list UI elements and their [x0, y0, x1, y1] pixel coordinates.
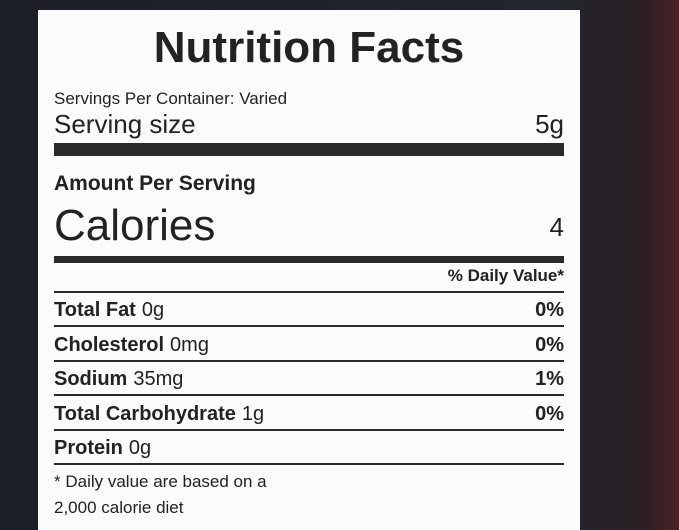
serving-size-label: Serving size — [54, 109, 196, 139]
nutrient-amount: 0g — [128, 437, 152, 459]
nutrient-percent: 0% — [535, 402, 564, 425]
row-rule — [54, 359, 564, 362]
row-rule — [54, 463, 564, 465]
thick-rule — [54, 143, 564, 156]
servings-per-container: Servings Per Container: Varied — [54, 89, 288, 108]
nutrient-name: Total Carbohydrate — [54, 402, 236, 425]
nutrient-name: Total Fat — [54, 299, 136, 321]
thin-rule — [54, 291, 564, 293]
serving-size-value: 5g — [535, 109, 564, 139]
nutrient-row: Protein 0g — [54, 438, 151, 458]
nutrient-row: Sodium 35mg — [54, 369, 183, 389]
nutrient-name: Cholesterol — [54, 333, 165, 356]
nutrient-percent: 1% — [535, 368, 564, 390]
nutrient-amount: 1g — [241, 402, 265, 425]
nutrient-row: Cholesterol 0mg — [54, 335, 209, 355]
nutrient-name: Sodium — [54, 368, 128, 390]
daily-value-header: % Daily Value* — [447, 266, 564, 285]
footnote-line: * Daily value are based on a — [54, 472, 267, 491]
nutrient-percent: 0% — [535, 333, 564, 356]
nutrient-amount: 0mg — [170, 333, 209, 356]
row-rule — [54, 325, 564, 327]
medium-rule — [54, 256, 564, 263]
nutrient-row: Total Fat 0g — [54, 300, 164, 320]
nutrient-row: Total Carbohydrate 1g — [54, 404, 264, 424]
nutrient-name: Protein — [54, 437, 123, 459]
row-rule — [54, 428, 564, 431]
amount-per-serving: Amount Per Serving — [54, 172, 256, 195]
title: Nutrition Facts — [153, 23, 465, 72]
calories-value: 4 — [549, 212, 564, 242]
nutrition-label: Nutrition Facts Servings Per Container: … — [38, 10, 580, 530]
footnote-line: 2,000 calorie diet — [54, 498, 184, 517]
calories-label: Calories — [54, 201, 216, 250]
nutrient-amount: 0g — [141, 299, 165, 321]
row-rule — [54, 394, 564, 396]
nutrient-percent: 0% — [535, 299, 564, 321]
nutrient-amount: 35mg — [133, 368, 184, 390]
